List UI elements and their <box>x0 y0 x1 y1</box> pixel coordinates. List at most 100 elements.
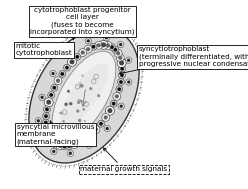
Circle shape <box>113 92 121 100</box>
Circle shape <box>66 50 73 57</box>
Circle shape <box>125 79 132 85</box>
Text: syncytial microvillous
membrane
(maternal-facing): syncytial microvillous membrane (materna… <box>17 121 94 145</box>
Circle shape <box>62 120 65 122</box>
Text: maternal growth signals: maternal growth signals <box>80 148 167 172</box>
Circle shape <box>86 47 90 51</box>
Circle shape <box>118 56 123 60</box>
Circle shape <box>66 143 73 149</box>
Circle shape <box>115 94 119 98</box>
Circle shape <box>104 125 110 132</box>
Circle shape <box>54 142 58 146</box>
Circle shape <box>79 82 81 84</box>
Circle shape <box>99 122 103 126</box>
Circle shape <box>92 45 95 49</box>
Circle shape <box>69 102 72 105</box>
Text: mitotic
cytotrophoblast: mitotic cytotrophoblast <box>16 43 72 56</box>
Circle shape <box>46 132 50 136</box>
Circle shape <box>46 134 54 142</box>
Circle shape <box>44 114 48 118</box>
Circle shape <box>97 120 104 127</box>
Circle shape <box>39 94 45 100</box>
Circle shape <box>104 42 112 49</box>
Circle shape <box>79 49 87 57</box>
Circle shape <box>52 86 56 90</box>
Circle shape <box>86 142 93 148</box>
Circle shape <box>119 60 124 65</box>
Circle shape <box>85 38 92 44</box>
Circle shape <box>110 100 117 107</box>
Circle shape <box>84 120 86 122</box>
Circle shape <box>82 74 84 77</box>
Circle shape <box>50 139 55 144</box>
Circle shape <box>116 54 124 62</box>
Circle shape <box>72 143 77 147</box>
Circle shape <box>88 144 91 147</box>
Circle shape <box>81 135 89 143</box>
Circle shape <box>59 112 62 114</box>
Circle shape <box>52 140 60 148</box>
Circle shape <box>119 65 125 72</box>
Circle shape <box>99 40 108 49</box>
Circle shape <box>118 79 124 85</box>
Circle shape <box>119 72 125 79</box>
Circle shape <box>117 87 121 91</box>
Circle shape <box>39 137 46 143</box>
Circle shape <box>105 106 114 115</box>
Circle shape <box>81 50 85 55</box>
Circle shape <box>61 143 68 150</box>
Circle shape <box>97 94 100 97</box>
Circle shape <box>89 132 93 137</box>
Circle shape <box>60 112 63 115</box>
Circle shape <box>67 144 71 148</box>
Circle shape <box>112 46 119 53</box>
Circle shape <box>51 148 57 155</box>
Circle shape <box>105 36 108 39</box>
Circle shape <box>56 79 60 83</box>
Circle shape <box>82 108 85 111</box>
Circle shape <box>77 99 81 103</box>
Circle shape <box>119 80 123 84</box>
Circle shape <box>110 45 114 49</box>
Circle shape <box>83 137 87 141</box>
Circle shape <box>67 150 73 156</box>
Circle shape <box>59 70 66 77</box>
Circle shape <box>95 41 103 49</box>
Circle shape <box>41 138 44 142</box>
Circle shape <box>43 113 49 120</box>
Circle shape <box>89 87 92 90</box>
Circle shape <box>84 45 92 53</box>
Circle shape <box>44 121 48 124</box>
Ellipse shape <box>29 28 139 163</box>
Circle shape <box>92 125 100 133</box>
Circle shape <box>68 52 71 55</box>
Circle shape <box>37 119 40 122</box>
Circle shape <box>104 115 108 120</box>
Circle shape <box>114 48 117 52</box>
Circle shape <box>96 43 101 47</box>
Circle shape <box>67 90 70 93</box>
Circle shape <box>69 152 72 155</box>
Circle shape <box>44 98 53 107</box>
Circle shape <box>87 131 94 138</box>
Circle shape <box>116 51 120 55</box>
Ellipse shape <box>60 63 108 128</box>
Circle shape <box>81 100 83 102</box>
Circle shape <box>44 106 50 113</box>
Circle shape <box>78 140 82 144</box>
Circle shape <box>106 127 109 130</box>
Circle shape <box>62 145 66 148</box>
Circle shape <box>76 139 83 146</box>
Circle shape <box>107 108 113 113</box>
Circle shape <box>80 84 84 88</box>
Circle shape <box>49 138 57 146</box>
Circle shape <box>125 57 132 64</box>
Circle shape <box>35 118 41 124</box>
Circle shape <box>65 66 69 70</box>
Text: cytotrophoblast progenitor
cell layer
(fuses to become
incorporated into syncyti: cytotrophoblast progenitor cell layer (f… <box>30 7 134 40</box>
Circle shape <box>102 114 110 121</box>
Circle shape <box>118 103 124 109</box>
Circle shape <box>103 35 110 41</box>
Circle shape <box>77 101 80 104</box>
Circle shape <box>63 64 70 71</box>
Circle shape <box>117 58 126 67</box>
